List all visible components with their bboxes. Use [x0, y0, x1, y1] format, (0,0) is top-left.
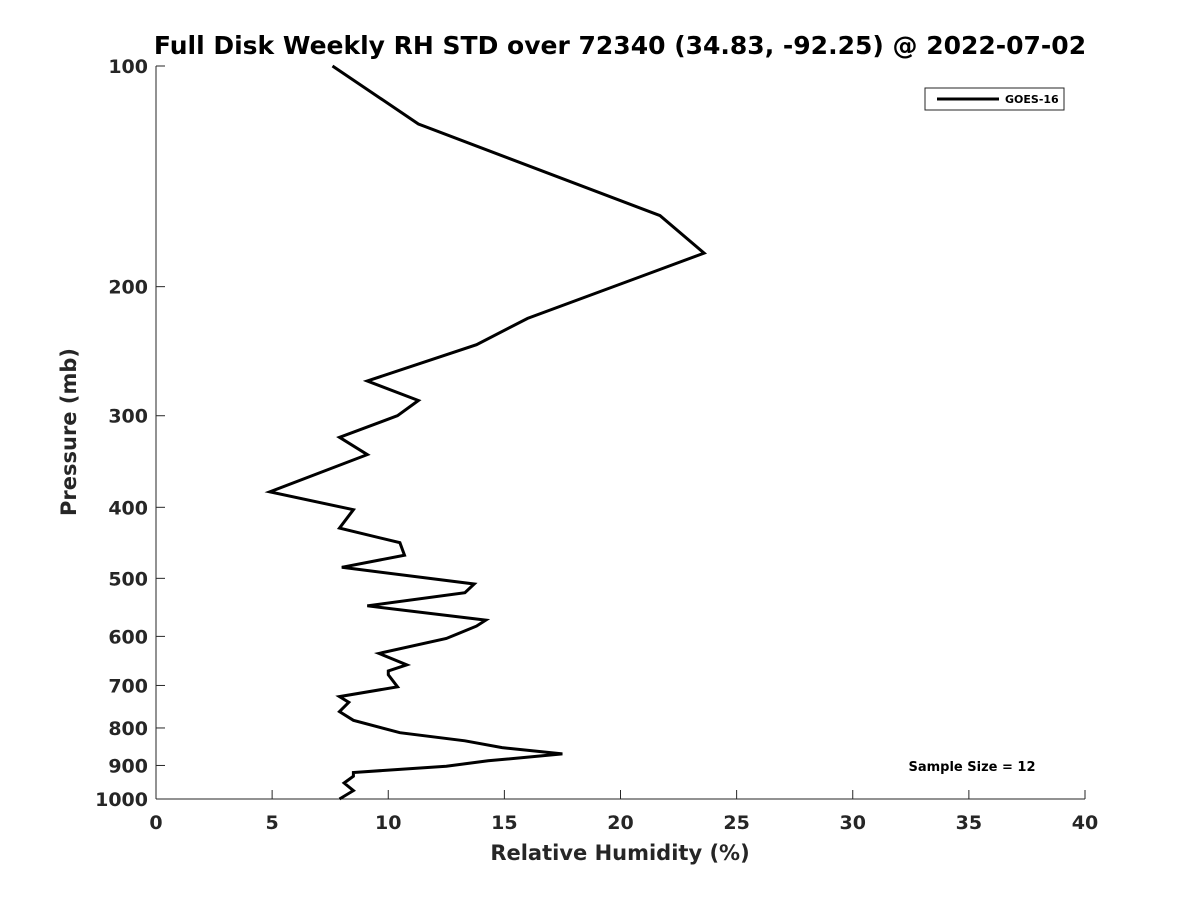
x-tick-label: 20 [607, 812, 633, 834]
series-group [264, 64, 708, 801]
y-tick-label: 800 [108, 718, 148, 740]
y-ticks: 100 200 300 400 500 600 700 800 900 1000 [95, 56, 165, 811]
x-tick-label: 40 [1072, 812, 1098, 834]
x-tick-label: 10 [375, 812, 401, 834]
y-tick-label: 200 [108, 277, 148, 299]
y-tick-label: 900 [108, 755, 148, 777]
sample-size-annotation: Sample Size = 12 [908, 760, 1035, 775]
x-tick-label: 0 [149, 812, 162, 834]
y-tick-label: 500 [108, 568, 148, 590]
y-axis-label: Pressure (mb) [57, 348, 81, 516]
x-ticks: 0 5 10 15 20 25 30 35 40 [149, 790, 1098, 834]
x-tick-label: 25 [723, 812, 749, 834]
x-tick-label: 30 [840, 812, 866, 834]
x-tick-label: 35 [956, 812, 982, 834]
y-tick-label: 400 [108, 497, 148, 519]
y-tick-label: 700 [108, 675, 148, 697]
series-line-goes-16 [264, 64, 708, 801]
legend: GOES-16 [924, 87, 1065, 111]
y-tick-label: 100 [108, 56, 148, 78]
y-tick-label: 300 [108, 406, 148, 428]
x-axis-label: Relative Humidity (%) [490, 841, 749, 865]
x-tick-label: 15 [491, 812, 517, 834]
x-tick-label: 5 [266, 812, 279, 834]
legend-label-goes-16: GOES-16 [1005, 93, 1059, 106]
y-tick-label: 1000 [95, 789, 148, 811]
chart-title: Full Disk Weekly RH STD over 72340 (34.8… [154, 31, 1086, 60]
y-tick-label: 600 [108, 626, 148, 648]
